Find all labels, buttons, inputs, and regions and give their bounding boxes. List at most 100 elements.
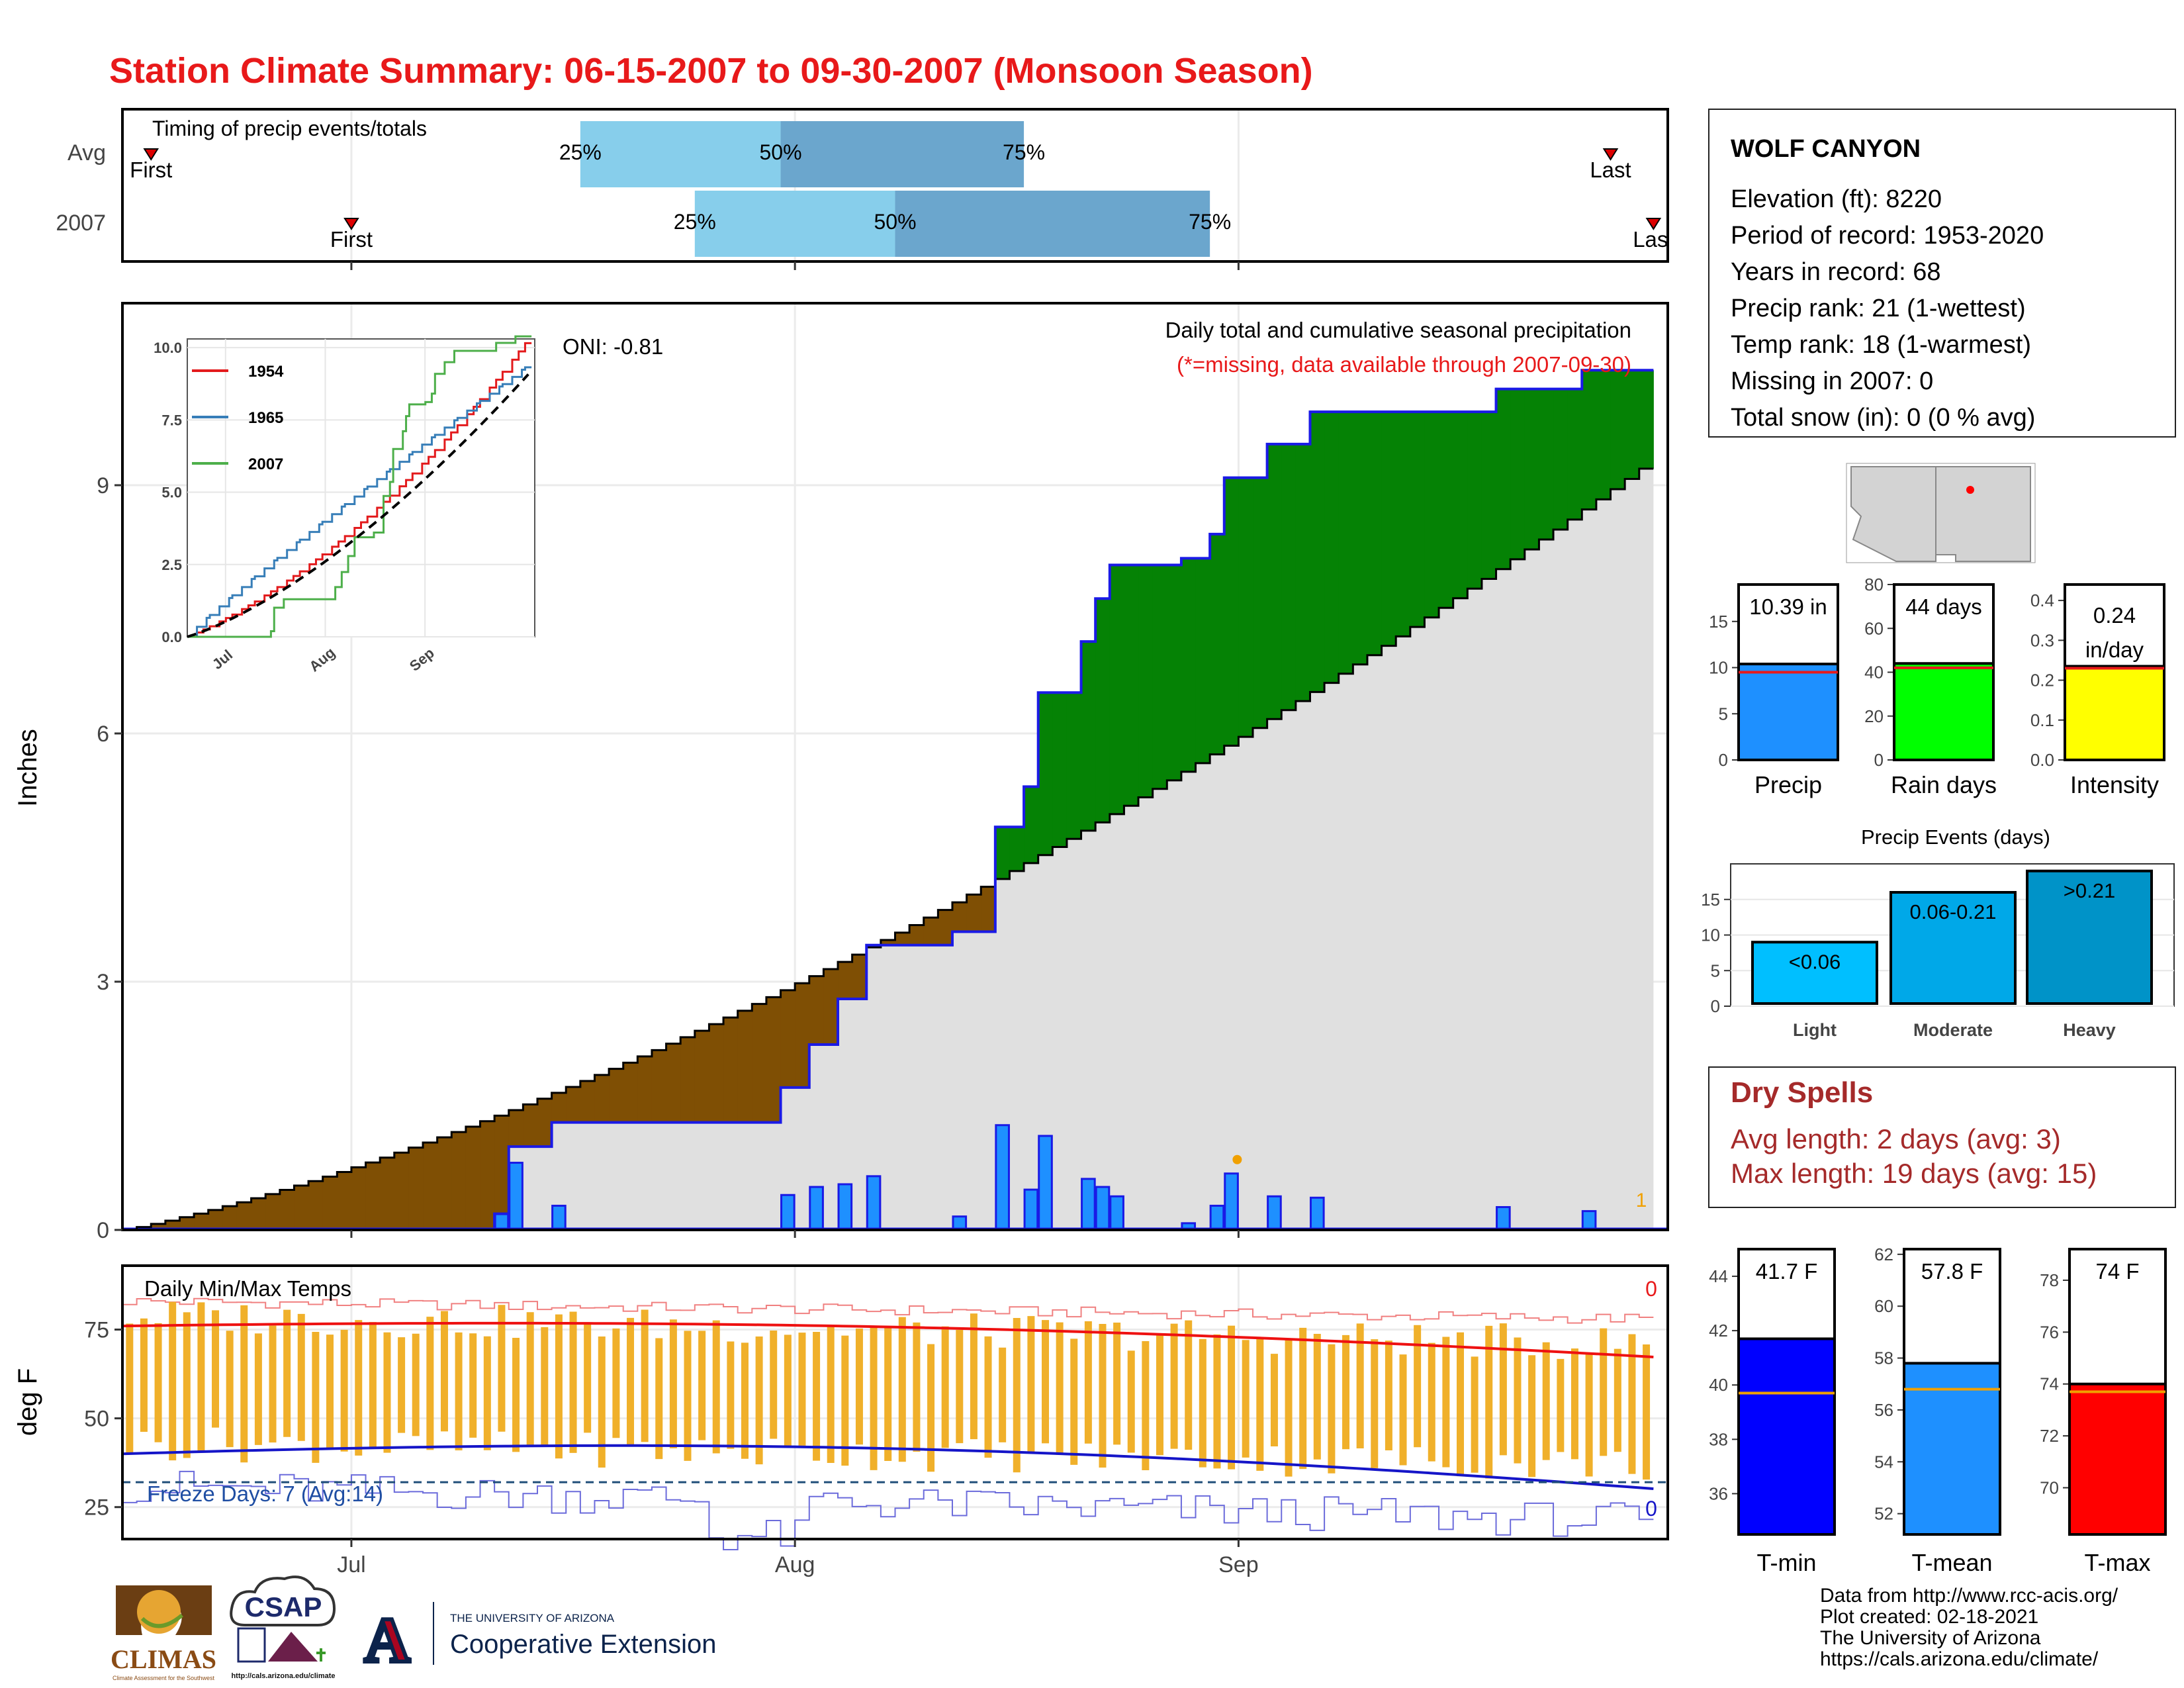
precip-deficit-step <box>451 1132 467 1230</box>
precip-surplus-step <box>1510 389 1525 559</box>
summary-bar-name: Intensity <box>2070 771 2159 798</box>
temp-summary-ytick-label: 38 <box>1709 1429 1728 1449</box>
temp-ytick-label: 25 <box>84 1495 109 1521</box>
temp-summary-ytick-label: 56 <box>1874 1400 1893 1420</box>
page-title: Station Climate Summary: 06-15-2007 to 0… <box>109 51 1313 91</box>
precip-surplus-step <box>1152 565 1167 789</box>
precip-surplus-step <box>1066 692 1082 839</box>
timing-first-marker <box>343 218 359 230</box>
precip-surplus-step <box>1553 389 1569 530</box>
precip-deficit-step <box>880 940 895 945</box>
summary-bars: 0 5 10 15 10.39 in Precip 0 20 40 60 80 44 days Rain… <box>1709 575 2165 798</box>
timing-first-marker <box>143 148 159 161</box>
events-category-label: Heavy <box>2063 1020 2116 1040</box>
date-axis-label: Sep <box>1218 1552 1259 1577</box>
precip-ytick-label: 0 <box>97 1218 109 1243</box>
csap-logo-text: CSAP <box>245 1591 322 1622</box>
precip-deficit-step <box>909 925 925 945</box>
events-ytick-label: 0 <box>1711 996 1720 1016</box>
temp-summary-ytick-label: 62 <box>1874 1244 1893 1264</box>
date-axis: Jul Aug Sep <box>337 261 1259 1577</box>
summary-ytick-label: 0.0 <box>2030 750 2054 770</box>
precip-surplus-step <box>1467 412 1482 589</box>
summary-ytick-label: 0.1 <box>2030 710 2054 730</box>
precip-deficit-step <box>465 1126 481 1230</box>
precip-chart-subtitle: (*=missing, data available through 2007-… <box>1177 352 1631 377</box>
summary-bar-rain-days: 0 20 40 60 80 44 days Rain days <box>1864 575 1997 798</box>
events-category-label: Moderate <box>1913 1020 1993 1040</box>
timing-panel: 25% 50% 75% First Last 25% 50% 75% First Last Tim… <box>56 108 1669 263</box>
precip-deficit-step <box>151 1223 166 1230</box>
precip-deficit-step <box>394 1152 409 1230</box>
precip-deficit-step <box>923 917 938 945</box>
precip-daily-bar <box>494 1213 510 1231</box>
precip-deficit-step <box>666 1043 681 1123</box>
temp-normal-min-line <box>122 1444 1654 1491</box>
timing-bar-q50-q75 <box>895 191 1210 257</box>
summary-bar-value <box>2064 665 2165 761</box>
temp-summary-ytick-label: 60 <box>1874 1296 1893 1316</box>
precip-deficit-step <box>423 1142 438 1230</box>
temp-record-high-line <box>122 1297 1654 1324</box>
precip-daily-bar <box>1038 1135 1053 1231</box>
footer-line-created: Plot created: 02-18-2021 <box>1820 1606 2038 1628</box>
timing-q25-label: 25% <box>559 140 602 164</box>
ua-cooperative-extension-logo: A THE UNIVERSITY OF ARIZONA Cooperative … <box>362 1602 716 1677</box>
summary-ytick-label: 10 <box>1709 658 1728 678</box>
timing-q75-label: 75% <box>1189 210 1231 234</box>
precip-surplus-step <box>1610 370 1625 489</box>
precip-deficit-step <box>952 902 968 932</box>
precip-deficit-step <box>580 1081 595 1123</box>
precip-deficit-step <box>508 1109 523 1147</box>
summary-bar-name: Precip <box>1754 771 1822 798</box>
precip-surplus-step <box>1396 412 1411 637</box>
precip-frame <box>121 302 1669 1231</box>
precip-surplus-step <box>1596 370 1612 500</box>
precip-deficit-step <box>408 1147 424 1230</box>
timing-q50-label: 50% <box>874 210 916 234</box>
inset-average-line <box>187 373 529 638</box>
station-precip-rank: Precip rank: 21 (1-wettest) <box>1731 295 2026 322</box>
precip-surplus-step <box>1295 444 1310 702</box>
precip-surplus-step <box>1124 565 1139 806</box>
precip-deficit-step <box>823 968 839 1045</box>
precip-deficit-step <box>651 1050 667 1123</box>
summary-bar-intensity: 0.0 0.1 0.2 0.3 0.4 0.24 in/day Intensity <box>2030 583 2165 798</box>
summary-ytick-label: 0.3 <box>2030 630 2054 650</box>
timing-label: Timing of precip events/totals <box>152 117 427 140</box>
precip-deficit-step <box>365 1162 381 1230</box>
precip-deficit-step <box>737 1010 752 1123</box>
temp-summary-ytick-label: 76 <box>2040 1322 2059 1342</box>
precip-surplus-step <box>1310 412 1325 692</box>
precip-deficit-step <box>594 1074 610 1123</box>
summary-ytick-label: 0.2 <box>2030 671 2054 690</box>
precip-daily-bar <box>837 1183 853 1231</box>
summary-ytick-label: 5 <box>1719 704 1728 724</box>
temp-summary-ytick-label: 42 <box>1709 1321 1728 1340</box>
precip-deficit-step <box>752 1004 767 1123</box>
precip-deficit-step <box>322 1176 338 1230</box>
precip-deficit-step <box>494 1115 510 1214</box>
timing-last-marker <box>1602 148 1619 161</box>
temp-top-count: 0 <box>1645 1277 1657 1301</box>
station-info-box: WOLF CANYON Elevation (ft): 8220 Period … <box>1708 109 2176 438</box>
climas-logo-subtext: Climate Assessment for the Southwest <box>113 1675 215 1681</box>
precip-deficit-step <box>179 1217 195 1230</box>
precip-surplus-step <box>1324 412 1340 683</box>
precip-deficit-step <box>966 894 981 932</box>
timing-row-label-avg: Avg <box>68 140 106 165</box>
temp-summary-ytick-label: 72 <box>2040 1426 2059 1446</box>
footer-credits: Data from http://www.rcc-acis.org/ Plot … <box>1820 1585 2118 1670</box>
summary-bar-value-label: 0.24 <box>2093 603 2136 628</box>
inset-xtick-label: Aug <box>306 644 338 675</box>
precip-surplus-step <box>1582 370 1597 510</box>
inset-series-1965 <box>187 366 532 638</box>
precip-deficit-step <box>308 1181 324 1230</box>
summary-bar-value-unit: in/day <box>2085 637 2144 662</box>
precip-surplus-step <box>1439 412 1454 608</box>
inset-series-1954 <box>187 342 532 638</box>
dry-spells-max: Max length: 19 days (avg: 15) <box>1731 1158 2097 1189</box>
temp-summary-name: T-min <box>1757 1549 1817 1576</box>
events-bar-label: 0.06-0.21 <box>1910 900 1997 923</box>
precip-area-below <box>122 469 1654 1230</box>
